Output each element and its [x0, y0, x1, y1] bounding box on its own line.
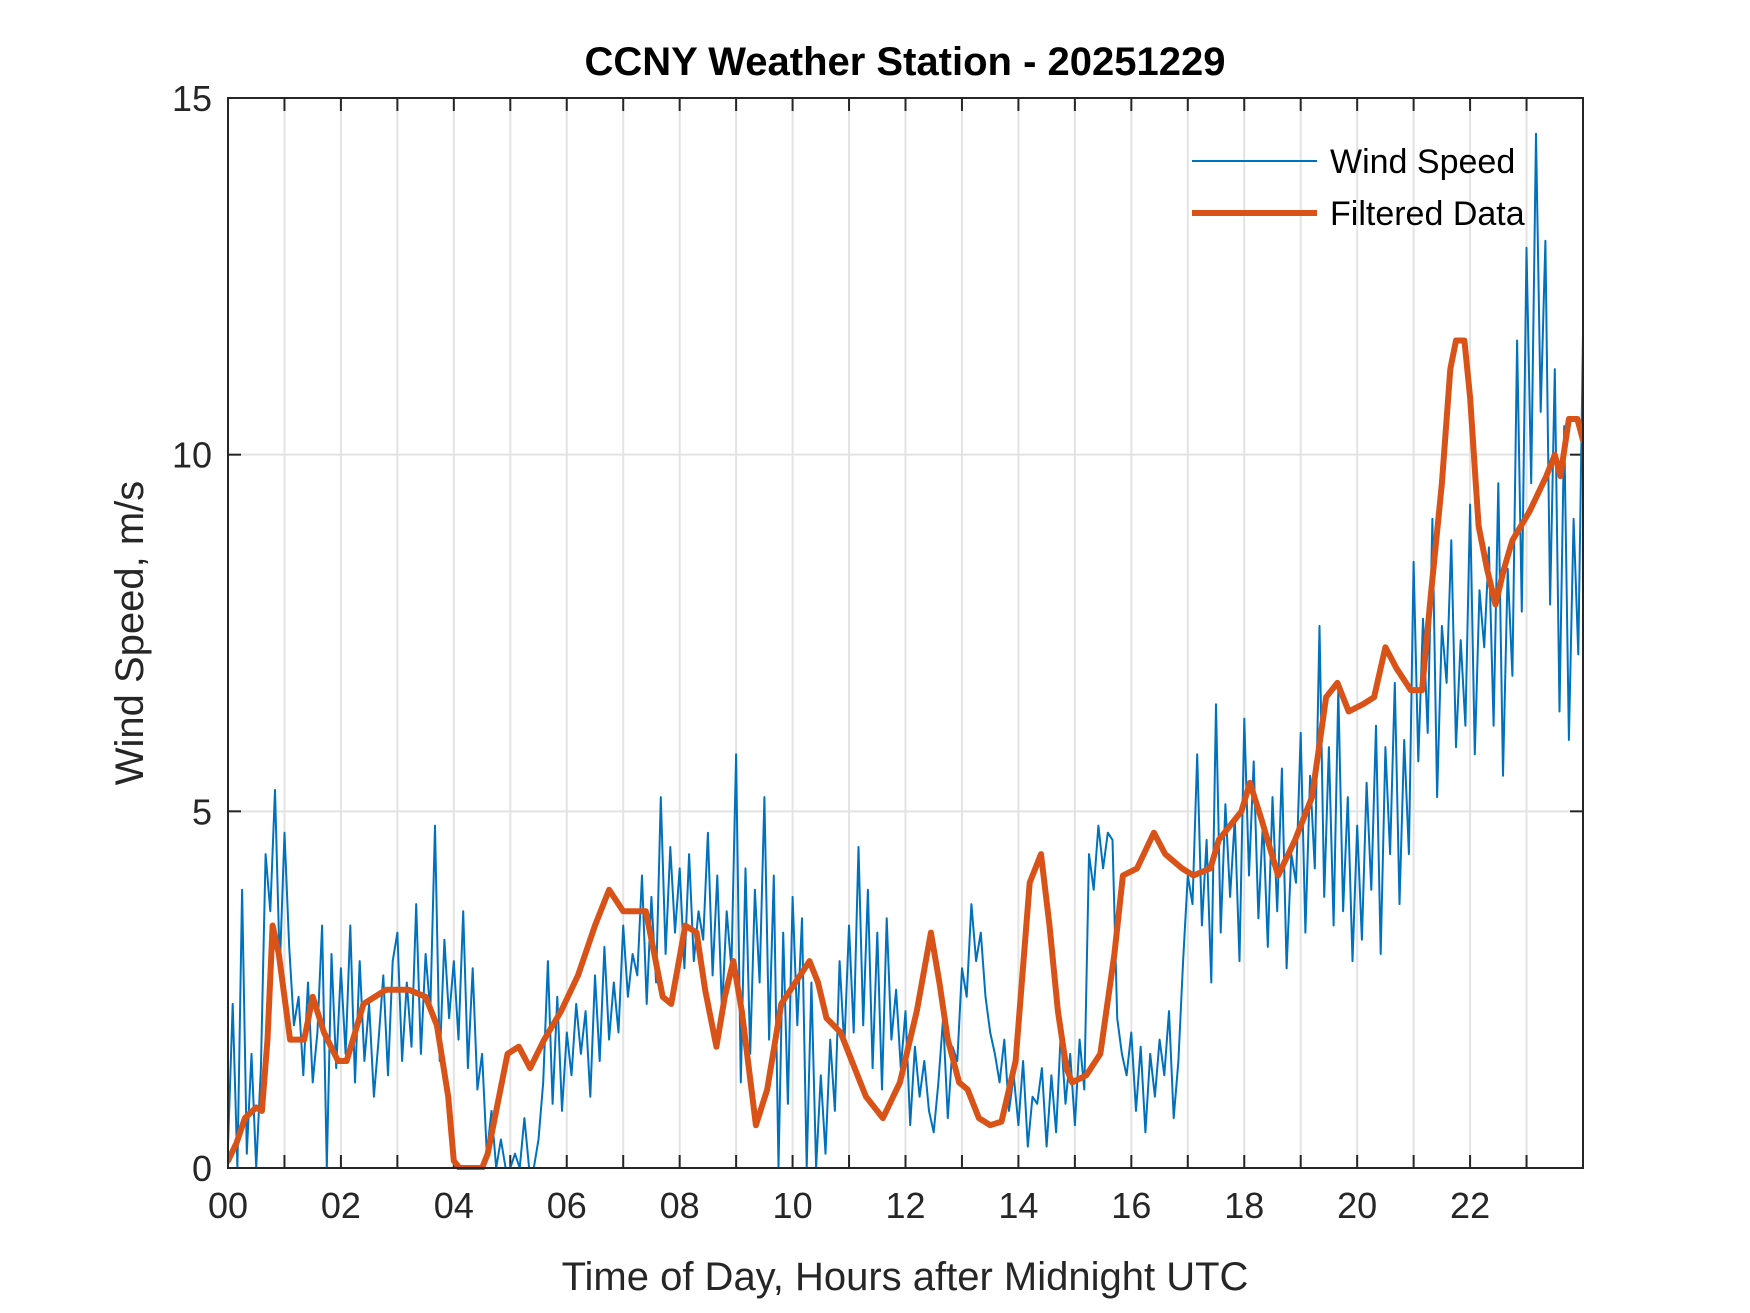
y-tick-label: 15	[172, 78, 212, 119]
gridlines	[228, 98, 1583, 1168]
series-layer	[228, 132, 1583, 1170]
series-line-wind-speed	[228, 132, 1583, 1169]
x-tick-label: 04	[434, 1185, 474, 1226]
x-tick-label: 06	[547, 1185, 587, 1226]
series-line-filtered-data	[228, 337, 1583, 1170]
y-axis-label: Wind Speed, m/s	[108, 481, 152, 786]
y-tick-label: 10	[172, 435, 212, 476]
x-tick-label: 16	[1111, 1185, 1151, 1226]
y-tick-label: 5	[192, 791, 212, 832]
x-tick-label: 14	[998, 1185, 1038, 1226]
legend: Wind Speed Filtered Data	[1192, 143, 1525, 233]
x-tick-labels: 00 02 04 06 08 10 12 14 16 18 20 22	[208, 1185, 1490, 1226]
axes-box	[227, 97, 1584, 1169]
legend-label-wind-speed: Wind Speed	[1330, 143, 1515, 181]
x-tick-label: 20	[1337, 1185, 1377, 1226]
y-tick-label: 0	[192, 1148, 212, 1189]
x-tick-label: 00	[208, 1185, 248, 1226]
x-tick-label: 22	[1450, 1185, 1490, 1226]
x-tick-label: 18	[1224, 1185, 1264, 1226]
chart-title: CCNY Weather Station - 20251229	[585, 40, 1226, 84]
x-axis-label: Time of Day, Hours after Midnight UTC	[562, 1255, 1249, 1299]
x-tick-label: 10	[773, 1185, 813, 1226]
x-tick-label: 12	[885, 1185, 925, 1226]
legend-label-filtered-data: Filtered Data	[1330, 195, 1525, 233]
x-tick-label: 02	[321, 1185, 361, 1226]
x-tick-label: 08	[660, 1185, 700, 1226]
y-tick-labels: 0 5 10 15	[172, 78, 212, 1189]
